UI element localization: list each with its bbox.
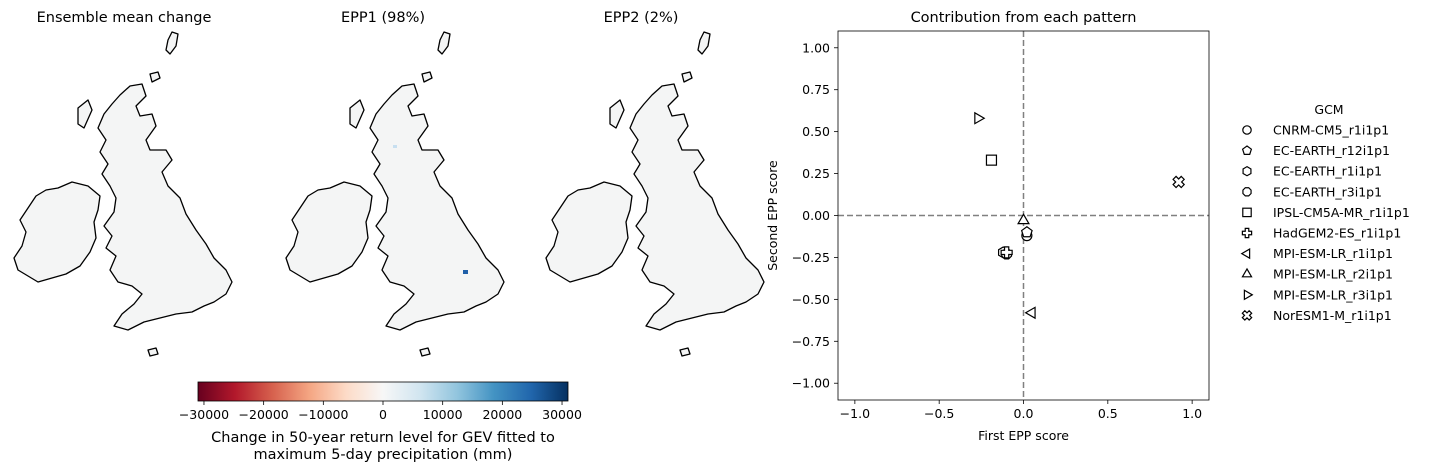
x-tick-label: 0.0 (1014, 406, 1034, 421)
map-title: Ensemble mean change (37, 10, 212, 26)
legend-label: EC-EARTH_r3i1p1 (1273, 184, 1382, 199)
point-ec-earth-r12i1p1 (1020, 226, 1033, 238)
x-tick-label: −0.5 (924, 406, 954, 421)
x-axis-label: First EPP score (978, 428, 1069, 443)
y-axis-label: Second EPP score (765, 160, 780, 271)
legend-marker (1241, 227, 1253, 239)
colorbar-tick-label: 0 (379, 407, 387, 422)
legend-marker (1243, 289, 1254, 301)
legend-marker (1242, 165, 1252, 177)
point-hadgem2-es-r1i1p1 (1000, 246, 1013, 259)
chart-title: Contribution from each pattern (911, 10, 1137, 26)
y-tick-label: 0.75 (802, 82, 830, 97)
legend-label: NorESM1-M_r1i1p1 (1273, 308, 1392, 323)
legend-label: CNRM-CM5_r1i1p1 (1273, 123, 1389, 138)
x-tick-label: 1.0 (1182, 406, 1202, 421)
legend-marker (1241, 309, 1253, 321)
legend-marker (1242, 125, 1252, 135)
uk-map-outline (13, 31, 233, 357)
uk-map-outline (285, 31, 505, 357)
y-tick-label: 0.00 (802, 208, 830, 223)
epp1-grid-cell (393, 145, 397, 148)
colorbar-label: maximum 5-day precipitation (mm) (254, 447, 513, 463)
legend-marker (1242, 187, 1252, 197)
y-tick-label: 1.00 (802, 40, 830, 55)
scatter-points (974, 111, 1186, 320)
legend-marker (1241, 267, 1253, 278)
y-tick-label: −0.75 (792, 334, 830, 349)
legend: GCM CNRM-CM5_r1i1p1 EC-EARTH_r12i1p1 EC-EAR… (1240, 102, 1410, 323)
y-tick-label: −1.00 (792, 376, 830, 391)
point-mpi-esm-lr-r2i1p1 (1017, 213, 1030, 225)
y-tick-label: −0.25 (792, 250, 830, 265)
legend-label: IPSL-CM5A-MR_r1i1p1 (1273, 205, 1410, 220)
y-tick-label: −0.50 (792, 292, 830, 307)
point-mpi-esm-lr-r1i1p1 (1024, 306, 1036, 320)
map-panel (545, 31, 765, 357)
colorbar-tick-label: 10000 (423, 407, 463, 422)
legend-title: GCM (1314, 102, 1343, 117)
legend-label: HadGEM2-ES_r1i1p1 (1273, 226, 1401, 241)
y-tick-label: 0.50 (802, 124, 830, 139)
x-tick-label: 0.5 (1098, 406, 1118, 421)
x-tick-label: −1.0 (840, 406, 870, 421)
colorbar-tick-label: −30000 (179, 407, 229, 422)
y-tick-label: 0.25 (802, 166, 830, 181)
legend-marker (1242, 207, 1252, 218)
legend-marker (1241, 145, 1253, 155)
colorbar-label: Change in 50-year return level for GEV f… (211, 430, 555, 446)
point-mpi-esm-lr-r3i1p1 (974, 111, 986, 125)
colorbar-tick-label: 20000 (482, 407, 522, 422)
legend-label: MPI-ESM-LR_r1i1p1 (1273, 246, 1393, 261)
point-noresm1-m-r1i1p1 (1172, 175, 1186, 189)
map-panel (285, 31, 505, 357)
legend-label: MPI-ESM-LR_r2i1p1 (1273, 267, 1393, 282)
colorbar-tick-label: −10000 (298, 407, 348, 422)
legend-marker (1240, 248, 1251, 260)
legend-label: MPI-ESM-LR_r3i1p1 (1273, 287, 1393, 302)
legend-label: EC-EARTH_r12i1p1 (1273, 143, 1390, 158)
map-title: EPP1 (98%) (341, 10, 425, 26)
epp1-grid-cell (463, 270, 468, 274)
colorbar (197, 381, 569, 402)
point-ipsl-cm5a-mr-r1i1p1 (985, 154, 998, 166)
map-panel (13, 31, 233, 357)
uk-map-outline (545, 31, 765, 357)
colorbar-tick-label: −20000 (239, 407, 289, 422)
legend-label: EC-EARTH_r1i1p1 (1273, 164, 1382, 179)
map-title: EPP2 (2%) (604, 10, 679, 26)
colorbar-tick-label: 30000 (542, 407, 582, 422)
